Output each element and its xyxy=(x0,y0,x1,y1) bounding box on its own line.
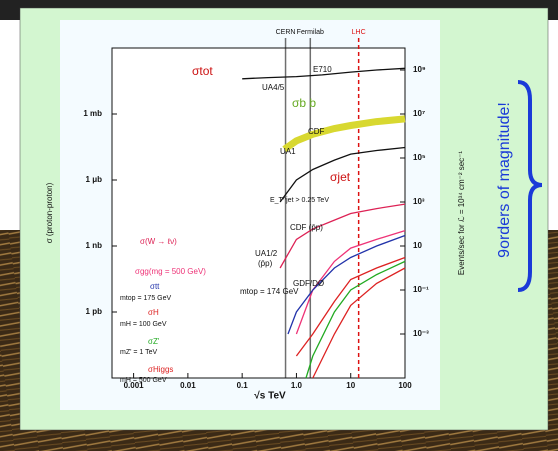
series-label: σjet xyxy=(330,170,351,184)
y-axis-label: σ (proton-proton) xyxy=(45,182,54,243)
annotation: CDF (p̄p) xyxy=(290,223,323,232)
annotation: CDF xyxy=(308,127,325,136)
y2-tick-label: 1 nb xyxy=(86,241,103,250)
annotation: mtop = 174 GeV xyxy=(240,287,299,296)
y2-tick-label: 1 mb xyxy=(83,109,102,118)
series-label: σtt xyxy=(150,282,160,291)
annotation: UA1 xyxy=(280,147,296,156)
series-label: σHiggs xyxy=(148,365,173,374)
y-tick-label: 10⁷ xyxy=(413,109,425,118)
x-axis-label: √s TeV xyxy=(254,391,286,402)
x-tick-label: 1.0 xyxy=(291,381,303,390)
series-detail: mtop = 175 GeV xyxy=(120,295,172,302)
annotation: E710 xyxy=(313,65,332,74)
series-label: σ(W → ℓν) xyxy=(140,237,177,246)
series-label: σgg(mg = 500 GeV) xyxy=(135,267,206,276)
y-tick-label: 10⁻¹ xyxy=(413,285,429,294)
series-detail: mH = 100 GeV xyxy=(120,321,167,328)
annotation: UA1/2 xyxy=(255,249,278,258)
x-tick-label: 10 xyxy=(346,381,355,390)
y2-tick-label: 1 μb xyxy=(86,175,103,184)
series-detail: mZ' = 1 TeV xyxy=(120,349,158,356)
x-tick-label: 0.1 xyxy=(237,381,249,390)
annotation: UA4/5 xyxy=(262,83,285,92)
slide: √s TeV σ (proton-proton) Events/sec for … xyxy=(0,0,558,451)
energy-label: LHC xyxy=(352,29,366,36)
y-tick-label: 10⁵ xyxy=(413,153,426,162)
series-label: σtot xyxy=(192,64,213,78)
annotation: (p̄p) xyxy=(258,259,273,268)
series-label: σZ' xyxy=(148,337,160,346)
x-tick-label: 100 xyxy=(398,381,412,390)
series-detail: mH = 500 GeV xyxy=(120,377,167,384)
energy-label: Fermilab xyxy=(297,29,324,36)
y-tick-label: 10³ xyxy=(413,197,425,206)
y2-tick-label: 1 pb xyxy=(86,307,103,316)
series-label: σH xyxy=(148,308,159,317)
y-tick-label: 10⁹ xyxy=(413,65,426,74)
energy-label: CERN xyxy=(276,29,296,36)
series-detail: E_T^jet > 0.25 TeV xyxy=(270,197,329,204)
series-label: σb b xyxy=(292,96,316,110)
y-tick-label: 10⁻³ xyxy=(413,329,429,338)
callout: 9orders of magnitude! xyxy=(496,102,513,258)
y2-axis-label: Events/sec for ℒ = 10³⁴ cm⁻² sec⁻¹ xyxy=(457,151,466,275)
y-tick-label: 10 xyxy=(413,241,422,250)
x-tick-label: 0.01 xyxy=(180,381,196,390)
plot-area xyxy=(112,48,405,378)
